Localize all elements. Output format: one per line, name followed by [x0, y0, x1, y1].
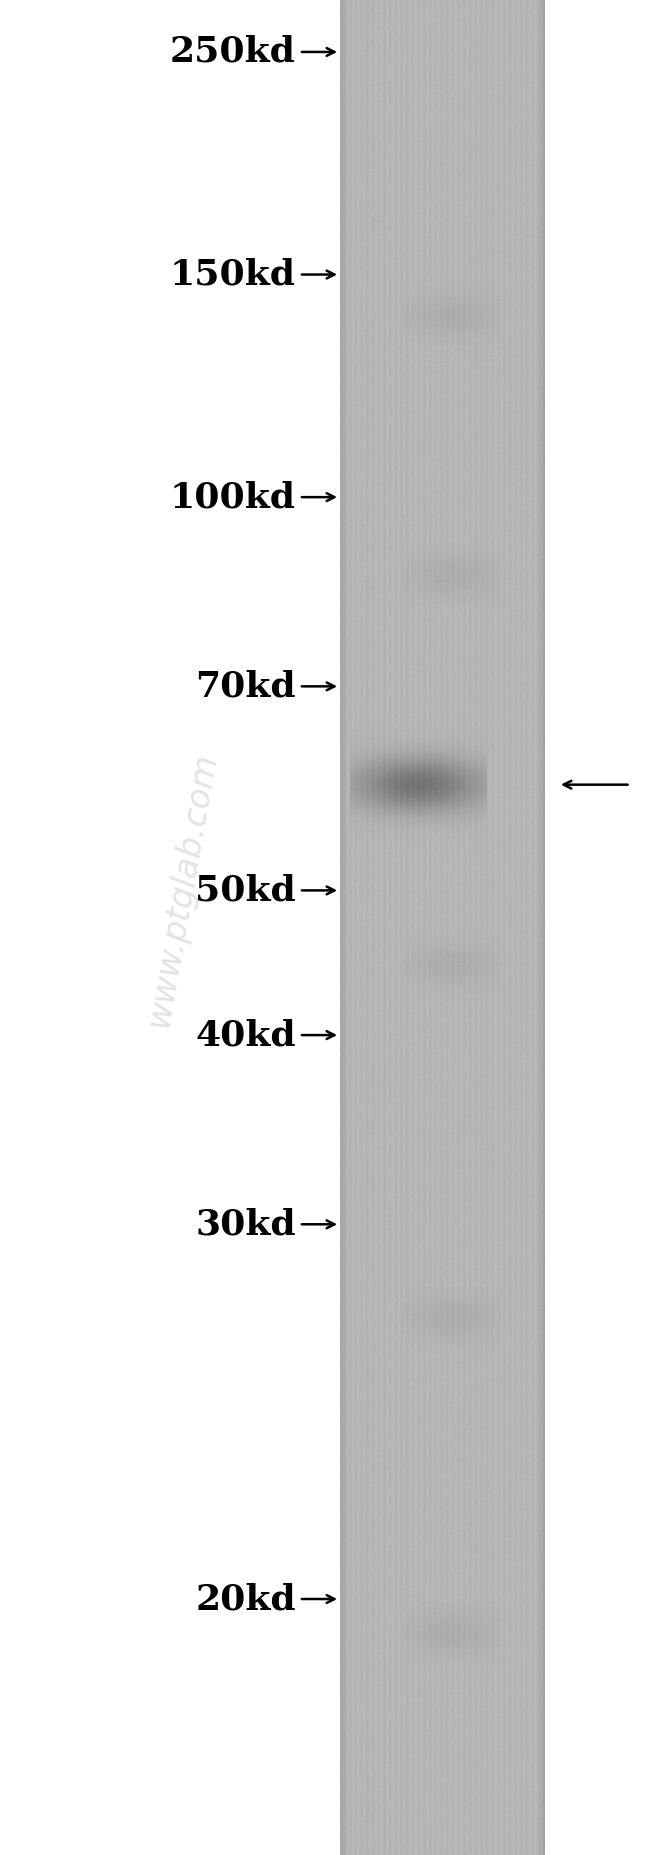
Text: 70kd: 70kd	[195, 670, 296, 703]
Text: 150kd: 150kd	[170, 258, 296, 291]
Text: www.ptglab.com: www.ptglab.com	[142, 751, 222, 1030]
Text: 100kd: 100kd	[170, 480, 296, 514]
Text: 250kd: 250kd	[170, 35, 296, 69]
Text: 40kd: 40kd	[195, 1018, 296, 1052]
Text: 30kd: 30kd	[195, 1208, 296, 1241]
Text: 20kd: 20kd	[195, 1582, 296, 1616]
Text: 50kd: 50kd	[195, 874, 296, 907]
